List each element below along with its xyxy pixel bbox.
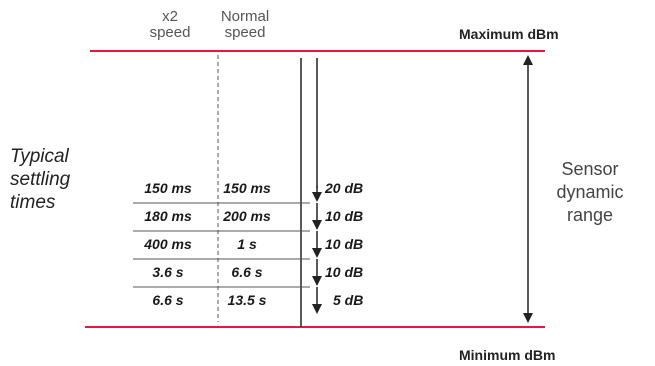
header-x2-speed: x2 speed [130, 9, 210, 41]
side-label-line2: settling [10, 169, 71, 190]
x2-speed-time: 3.6 s [152, 264, 184, 280]
normal-speed-time: 13.5 s [227, 292, 267, 308]
header-x2-line2: speed [149, 24, 191, 41]
step-db: 10 dB [325, 236, 364, 252]
typical-settling-times-label: Typical settling times [10, 145, 70, 214]
minimum-dbm-label: Minimum dBm [459, 347, 556, 363]
range-label-line1: Sensor [561, 159, 619, 179]
step-arrowhead [312, 192, 322, 202]
side-label-line3: times [10, 192, 56, 213]
maximum-dbm-label: Maximum dBm [459, 26, 559, 42]
step-arrowhead [312, 220, 322, 230]
range-label-line2: dynamic [556, 182, 624, 202]
step-db: 20 dB [325, 180, 364, 196]
x2-speed-time: 150 ms [144, 180, 192, 196]
step-arrowhead [312, 276, 322, 286]
normal-speed-time: 6.6 s [231, 264, 263, 280]
side-label-line1: Typical [10, 146, 69, 167]
header-x2-line1: x2 [162, 8, 178, 25]
x2-speed-time: 6.6 s [152, 292, 184, 308]
header-normal-line2: speed [224, 24, 266, 41]
header-normal-line1: Normal [220, 8, 270, 25]
step-db: 10 dB [325, 264, 364, 280]
row-lines [133, 202, 310, 288]
normal-speed-time: 150 ms [223, 180, 271, 196]
sensor-dynamic-range-label: Sensor dynamic range [540, 158, 640, 227]
step-arrowhead [312, 248, 322, 258]
step-arrows [312, 186, 322, 314]
x2-speed-time: 400 ms [144, 236, 192, 252]
step-arrowhead [312, 304, 322, 314]
step-db: 10 dB [325, 208, 364, 224]
header-normal-speed: Normal speed [205, 9, 285, 41]
step-db: 5 dB [333, 292, 364, 308]
normal-speed-time: 1 s [237, 236, 257, 252]
range-label-line3: range [566, 205, 614, 225]
normal-speed-time: 200 ms [223, 208, 271, 224]
x2-speed-time: 180 ms [144, 208, 192, 224]
